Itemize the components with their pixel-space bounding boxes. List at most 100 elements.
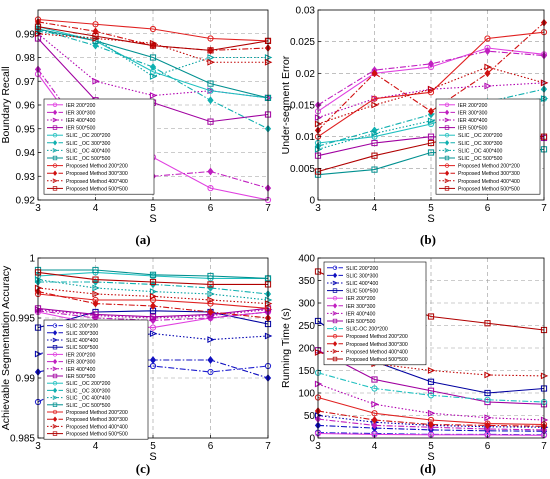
- x-tick-label: 3: [315, 441, 321, 452]
- data-point: [371, 95, 378, 102]
- series-line: [317, 396, 545, 426]
- legend-marker: [52, 102, 58, 107]
- data-point: [92, 27, 99, 36]
- y-axis-label: Under-segment Error: [280, 55, 292, 154]
- legend-entry: IER 300*300: [458, 110, 488, 116]
- data-point: [92, 266, 99, 274]
- legend-entry: Proposed Method 200*200: [458, 164, 520, 170]
- series-line: [37, 30, 268, 78]
- legend-marker: [52, 409, 58, 415]
- data-point: [92, 284, 100, 292]
- data-point: [207, 296, 215, 304]
- series-line: [317, 410, 545, 427]
- x-tick-label: 7: [541, 441, 547, 452]
- legend-entry: IER 200*200: [66, 352, 96, 358]
- legend-marker: [52, 381, 58, 386]
- series-line: [317, 351, 545, 377]
- legend-entry: SLIC _OC 200*200: [66, 381, 111, 387]
- legend-marker: [332, 318, 338, 324]
- series-line: [37, 307, 269, 318]
- legend-entry: IER 400*400: [66, 118, 96, 124]
- y-tick-label: 50: [304, 411, 316, 422]
- data-point: [371, 400, 379, 408]
- data-point: [207, 58, 215, 66]
- data-point: [427, 420, 435, 429]
- legend-marker: [444, 140, 450, 146]
- data-point: [149, 288, 158, 295]
- data-point: [484, 47, 491, 56]
- legend-entry: Proposed Method 200*200: [66, 164, 128, 170]
- data-point: [427, 59, 435, 68]
- legend-box: [435, 98, 541, 195]
- data-point: [371, 376, 378, 383]
- data-point: [427, 367, 436, 374]
- legend-marker: [332, 272, 338, 279]
- data-point: [371, 152, 378, 159]
- legend-marker: [332, 356, 338, 362]
- legend-marker: [52, 109, 58, 116]
- legend-entry: Proposed Method 300*300: [66, 171, 128, 177]
- legend-marker: [444, 109, 450, 116]
- data-point: [207, 167, 214, 176]
- legend-marker: [52, 163, 58, 168]
- legend-entry: SLIC _OC 300*300: [66, 141, 111, 147]
- y-tick-label: 0.025: [290, 37, 315, 48]
- panel-caption: (b): [420, 232, 436, 247]
- series-line: [317, 418, 545, 431]
- legend-entry: Proposed Method 400*400: [66, 424, 128, 430]
- x-tick-label: 6: [485, 203, 491, 214]
- series-11: [314, 407, 548, 431]
- series-line: [37, 26, 269, 51]
- legend-marker: [52, 133, 58, 138]
- data-point: [149, 356, 157, 364]
- legend-marker: [332, 349, 339, 354]
- x-axis-label: S: [427, 213, 434, 225]
- legend-entry: SLIC 400*400: [66, 338, 98, 344]
- legend-entry: IER 500*500: [346, 319, 376, 325]
- legend-marker: [332, 326, 338, 331]
- data-point: [207, 118, 214, 125]
- legend-marker: [444, 170, 450, 176]
- data-point: [484, 421, 491, 430]
- legend-entry: Proposed Method 300*300: [458, 171, 520, 177]
- data-point: [207, 281, 214, 288]
- data-point: [92, 299, 99, 308]
- legend-marker: [52, 330, 58, 336]
- legend-entry: IER 400*400: [458, 118, 488, 124]
- legend-entry: SLIC 200*200: [66, 324, 98, 330]
- legend-entry: SLIC _OC 200*200: [66, 133, 111, 139]
- data-point: [484, 396, 491, 403]
- data-point: [484, 320, 491, 327]
- data-point: [427, 387, 435, 394]
- chart-panel-4: 3 4 5 6 7 0 50 100 150 200 250 300 350 400 S Running Ti…: [280, 254, 549, 476]
- x-tick-label: 5: [150, 203, 156, 214]
- series-line: [37, 279, 269, 301]
- chart-panel-3: 3 4 5 6 7 0.985 0.99 0.995 1 S Achievable Segmenta…: [0, 254, 273, 476]
- legend-entry: SLIC _OC 200*200: [458, 133, 503, 139]
- legend-marker: [444, 125, 450, 130]
- legend-marker: [444, 148, 451, 153]
- x-tick-label: 3: [35, 441, 41, 452]
- data-point: [149, 25, 157, 33]
- legend-marker: [52, 366, 59, 372]
- data-point: [92, 41, 99, 50]
- legend-marker: [332, 334, 338, 339]
- x-tick-label: 3: [35, 203, 41, 214]
- data-point: [427, 120, 435, 128]
- series-14: [34, 287, 272, 322]
- series-line: [37, 309, 269, 319]
- x-tick-label: 4: [93, 441, 99, 452]
- legend-marker: [52, 373, 58, 379]
- legend-entry: Proposed Method 200*200: [66, 410, 128, 416]
- y-tick-label: 0.005: [290, 164, 315, 175]
- legend-entry: SLIC 500*500: [66, 345, 98, 351]
- data-point: [149, 330, 158, 337]
- legend-entry: SLIC _OC 300*300: [66, 388, 111, 394]
- legend-marker: [52, 155, 58, 161]
- data-point: [427, 117, 436, 125]
- legend-entry: SLIC 200*200: [346, 266, 378, 272]
